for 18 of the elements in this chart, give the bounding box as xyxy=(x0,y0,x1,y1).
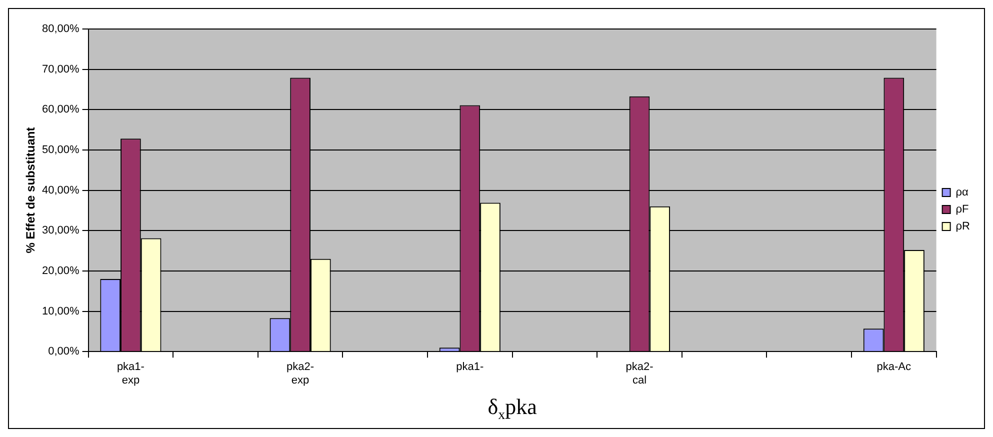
x-tick-label: pka1- exp xyxy=(116,361,145,386)
y-tick-label: 10,00% xyxy=(42,305,80,318)
y-tick-label: 0,00% xyxy=(48,346,80,358)
y-tick-label: 70,00% xyxy=(42,63,80,76)
y-tick-label: 80,00% xyxy=(42,23,80,36)
y-tick-label: 20,00% xyxy=(42,264,80,277)
legend-label: ρα xyxy=(956,186,970,199)
x-tick-label: pka1- xyxy=(456,361,484,374)
y-axis-title: % Effet de substituant xyxy=(23,127,38,254)
legend-label: ρR xyxy=(956,220,970,233)
legend-label: ρF xyxy=(956,204,970,216)
y-tick-label: 30,00% xyxy=(42,224,80,237)
y-tick-label: 40,00% xyxy=(42,184,80,196)
y-tick-label: 50,00% xyxy=(42,144,80,156)
x-tick-label: pka2- exp xyxy=(286,361,314,386)
x-tick-label: pka-Ac xyxy=(876,361,912,374)
y-tick-label: 60,00% xyxy=(42,104,80,116)
x-tick-label: pka2- cal xyxy=(626,361,654,386)
